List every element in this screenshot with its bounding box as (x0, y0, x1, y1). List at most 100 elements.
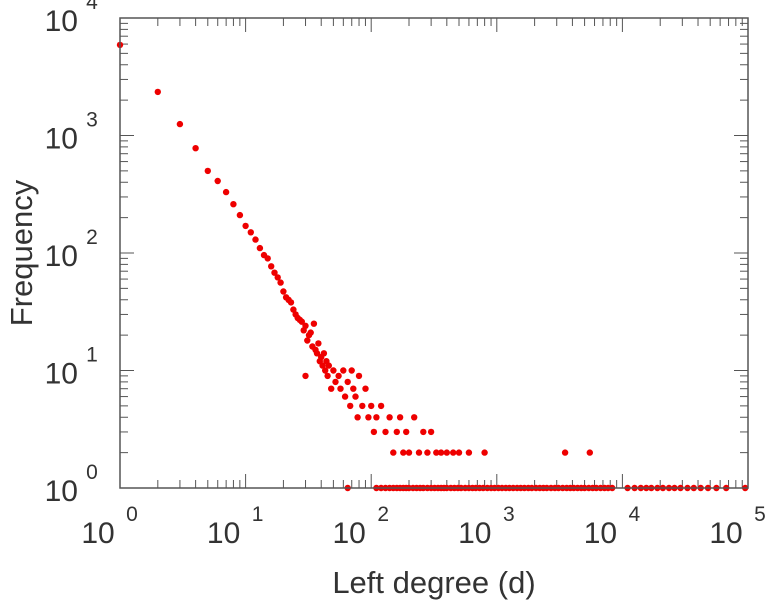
y-tick-exponent: 3 (86, 109, 98, 132)
y-tick-label: 10 (45, 240, 78, 273)
data-point (304, 337, 311, 344)
data-point (307, 329, 314, 336)
y-tick-exponent: 2 (86, 226, 98, 249)
x-tick-labels: 10 0 10 1 10 2 10 3 10 4 10 5 (81, 503, 766, 550)
data-point (256, 244, 264, 252)
data-point (443, 449, 450, 456)
x-tick-label: 10 (709, 517, 742, 550)
data-point (370, 428, 378, 436)
data-point (222, 188, 230, 196)
data-point (481, 449, 488, 456)
y-axis-label: Frequency (4, 179, 39, 326)
x-tick-exponent: 1 (252, 503, 264, 526)
data-point (322, 367, 329, 374)
data-point (405, 449, 413, 456)
data-point (310, 320, 318, 327)
data-point (271, 269, 278, 276)
data-point (359, 402, 366, 410)
x-tick-label: 10 (458, 517, 491, 550)
data-point (362, 385, 369, 392)
data-point (236, 211, 244, 219)
x-tick-exponent: 3 (503, 503, 515, 526)
data-point (332, 378, 339, 386)
data-point (455, 449, 463, 456)
x-tick-exponent: 5 (754, 503, 766, 526)
data-point (400, 449, 407, 456)
y-tick-label: 10 (45, 475, 78, 508)
data-point (204, 167, 211, 175)
data-point (465, 449, 473, 456)
data-point (214, 177, 221, 185)
data-point (420, 428, 427, 436)
data-point (377, 402, 385, 410)
data-point (324, 372, 331, 380)
data-point (424, 449, 431, 456)
data-point (433, 449, 440, 456)
y-tick-exponent: 4 (86, 0, 98, 14)
data-point (373, 414, 380, 421)
data-point (298, 318, 305, 325)
data-point (382, 428, 389, 436)
y-tick-label: 10 (45, 123, 78, 156)
data-point (274, 274, 281, 281)
data-point (415, 449, 423, 456)
data-point (264, 255, 271, 262)
data-point (341, 393, 349, 400)
y-tick-exponent: 0 (86, 461, 98, 484)
x-tick-label: 10 (81, 517, 114, 550)
x-tick-exponent: 2 (377, 503, 389, 526)
data-point (320, 350, 328, 357)
data-point (396, 414, 404, 421)
plot-frame (119, 17, 749, 489)
data-point (335, 372, 342, 380)
data-point (390, 449, 397, 456)
x-tick-label: 10 (207, 517, 240, 550)
x-axis-label: Left degree (d) (332, 565, 535, 600)
data-point (365, 414, 372, 421)
data-point (348, 367, 355, 374)
data-point (354, 414, 361, 421)
data-point (328, 385, 335, 392)
data-point (230, 201, 237, 208)
data-point (427, 428, 435, 436)
x-tick-label: 10 (333, 517, 366, 550)
data-point (355, 372, 363, 380)
x-tick-exponent: 4 (629, 503, 641, 526)
data-point (287, 299, 295, 306)
x-tick-label: 10 (584, 517, 617, 550)
data-point (561, 449, 569, 456)
data-point (247, 229, 254, 236)
data-point (340, 367, 347, 374)
data-point (313, 350, 321, 357)
axis-ticks (119, 18, 748, 489)
y-tick-label: 10 (45, 358, 78, 391)
data-point (386, 414, 393, 421)
y-tick-exponent: 1 (86, 344, 98, 367)
data-point (268, 263, 275, 270)
data-point (325, 362, 332, 369)
data-point (403, 428, 410, 436)
data-point (319, 362, 326, 369)
y-tick-labels: 10 0 10 1 10 2 10 3 10 4 (45, 0, 99, 508)
data-point (393, 428, 400, 436)
data-point (330, 367, 337, 374)
data-point (411, 414, 418, 421)
data-point (586, 449, 593, 456)
data-point (290, 306, 297, 313)
data-point (280, 288, 287, 295)
data-point (437, 449, 445, 456)
data-point (192, 145, 199, 152)
data-point (252, 236, 259, 243)
data-point (344, 378, 351, 386)
data-point (302, 322, 309, 329)
y-tick-label: 10 (45, 5, 78, 38)
data-point (352, 393, 359, 400)
x-tick-exponent: 0 (126, 503, 138, 526)
data-point (350, 385, 357, 392)
data-point (242, 222, 249, 230)
data-point (450, 449, 457, 456)
data-point (302, 372, 309, 380)
data-point (347, 402, 354, 410)
data-point (337, 385, 344, 392)
